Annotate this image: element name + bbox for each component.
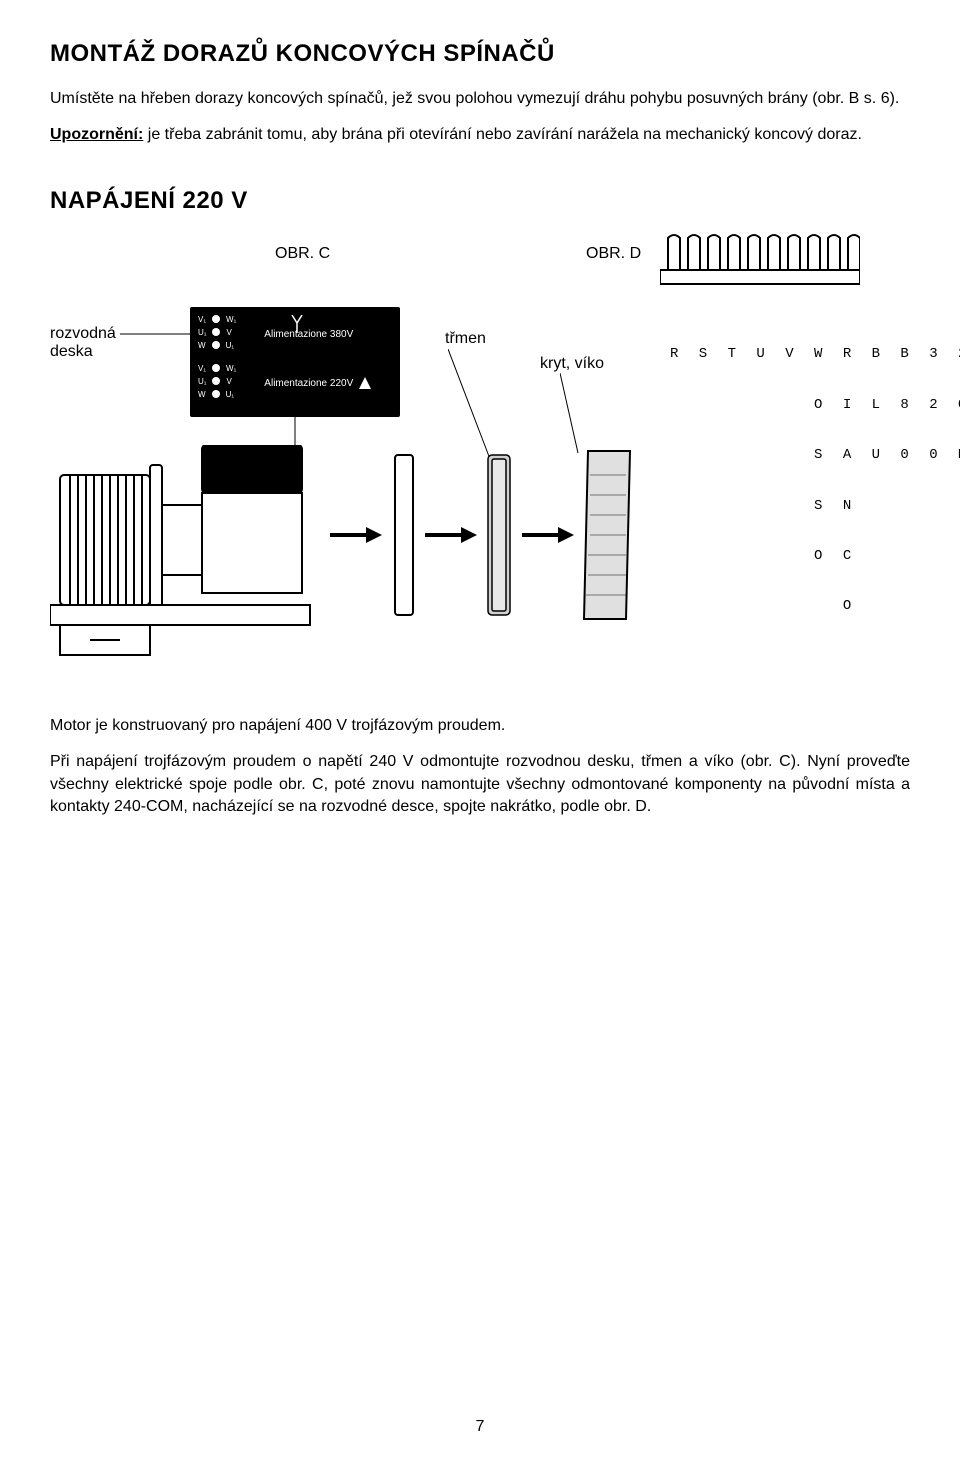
alim-220-label: Alimentazione 220V bbox=[264, 378, 353, 389]
terminal-row-0: R S T U V W R B B 3 2 C bbox=[670, 346, 960, 363]
warning-text: je třeba zabránit tomu, aby brána při ot… bbox=[143, 126, 862, 143]
label-rozvodna: rozvodná deska bbox=[50, 325, 116, 361]
label-trmen: třmen bbox=[445, 330, 486, 348]
figure-label-d: OBR. D bbox=[586, 245, 641, 263]
terminal-row-1: O I L 8 2 O bbox=[670, 397, 960, 414]
motor-drawing bbox=[50, 445, 650, 670]
alim-380-label: Alimentazione 380V bbox=[264, 329, 353, 340]
terminal-row-2: S A U 0 0 M bbox=[670, 447, 960, 464]
section-1-para-1: Umístěte na hřeben dorazy koncových spín… bbox=[50, 88, 910, 110]
figure-c-d: OBR. C OBR. D rozvodná deska bbox=[50, 245, 910, 685]
terminal-row-5: O bbox=[670, 598, 960, 615]
terminal-box: V₁W₁ U₁V WU₁ Alimentazione 380V V₁W₁ U₁V… bbox=[190, 307, 400, 417]
label-rozvodna-line2: deska bbox=[50, 343, 93, 360]
page-number: 7 bbox=[50, 1418, 910, 1436]
section-1-warning: Upozornění: je třeba zabránit tomu, aby … bbox=[50, 124, 910, 146]
label-kryt: kryt, víko bbox=[540, 355, 604, 373]
heatsink-drawing bbox=[660, 230, 860, 286]
section-3-para-1: Motor je konstruovaný pro napájení 400 V… bbox=[50, 715, 910, 737]
warning-label: Upozornění: bbox=[50, 126, 143, 143]
section-3-para-2: Při napájení trojfázovým proudem o napět… bbox=[50, 751, 910, 818]
figure-label-c: OBR. C bbox=[275, 245, 330, 263]
section-2-title: NAPÁJENÍ 220 V bbox=[50, 187, 910, 215]
label-rozvodna-line1: rozvodná bbox=[50, 325, 116, 342]
terminal-row-3: S N bbox=[670, 498, 960, 515]
section-1-title: MONTÁŽ DORAZŮ KONCOVÝCH SPÍNAČŮ bbox=[50, 40, 910, 68]
terminal-matrix: R S T U V W R B B 3 2 C O I L 8 2 O S A … bbox=[670, 313, 960, 649]
terminal-row-4: O C bbox=[670, 548, 960, 565]
